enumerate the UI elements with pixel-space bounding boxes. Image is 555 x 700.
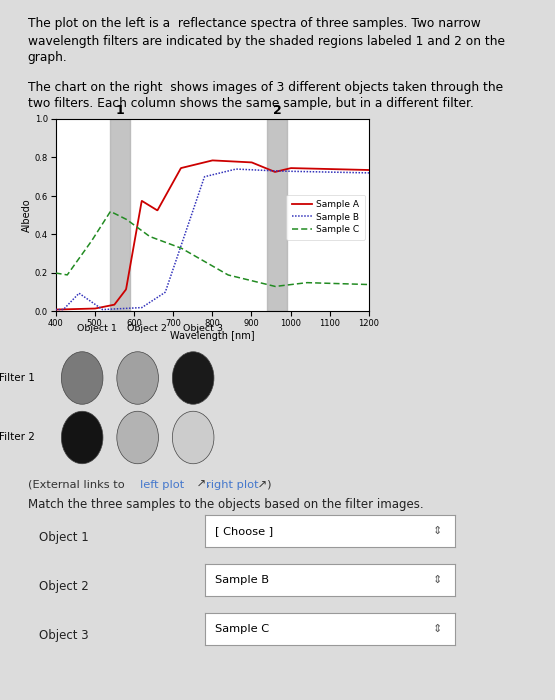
Sample A: [72, 305, 78, 314]
Sample B: [235, 165, 241, 174]
Text: Object 2: Object 2: [127, 324, 167, 333]
Sample A: [322, 164, 329, 173]
X-axis label: Wavelength [nm]: Wavelength [nm]: [170, 331, 255, 341]
Text: Object 1: Object 1: [77, 324, 117, 333]
Sample C: [366, 280, 372, 288]
Sample C: [291, 280, 297, 288]
Sample B: [72, 293, 78, 302]
Text: ⇕: ⇕: [433, 526, 442, 536]
Sample C: [107, 207, 114, 216]
Text: Object 1: Object 1: [39, 531, 89, 544]
Text: left plot: left plot: [140, 480, 184, 489]
Text: The plot on the left is a  reflectance spectra of three samples. Two narrow
wave: The plot on the left is a reflectance sp…: [28, 18, 504, 64]
Text: [ Choose ]: [ Choose ]: [215, 526, 274, 536]
Sample C: [253, 277, 259, 286]
Text: 2: 2: [273, 104, 281, 117]
Line: Sample B: Sample B: [56, 169, 369, 309]
Sample C: [52, 269, 59, 277]
Sample B: [322, 168, 329, 176]
Sample C: [271, 282, 278, 290]
Text: 1: 1: [116, 104, 124, 117]
Text: The chart on the right  shows images of 3 different objects taken through the
tw: The chart on the right shows images of 3…: [28, 80, 503, 111]
Text: Filter 2: Filter 2: [0, 433, 34, 442]
Text: Object 3: Object 3: [183, 324, 223, 333]
Sample B: [290, 167, 297, 176]
Text: Match the three samples to the objects based on the filter images.: Match the three samples to the objects b…: [28, 498, 423, 512]
Sample A: [366, 166, 372, 174]
Sample B: [52, 305, 59, 314]
Text: ↗,: ↗,: [193, 480, 214, 489]
Text: ⇕: ⇕: [433, 624, 442, 634]
Text: Sample B: Sample B: [215, 575, 269, 585]
Sample A: [52, 305, 59, 314]
Sample B: [233, 165, 239, 174]
Text: Object 3: Object 3: [39, 629, 88, 642]
Bar: [110, 119, 130, 312]
Sample A: [209, 156, 216, 164]
Sample A: [235, 158, 241, 166]
Text: (External links to: (External links to: [28, 480, 128, 489]
Sample B: [253, 166, 259, 174]
Text: Object 2: Object 2: [39, 580, 89, 593]
Line: Sample C: Sample C: [56, 211, 369, 286]
Line: Sample A: Sample A: [56, 160, 369, 309]
Bar: [267, 119, 287, 312]
Sample C: [235, 273, 241, 281]
Sample C: [243, 275, 250, 284]
Sample A: [290, 164, 297, 172]
Sample C: [323, 279, 330, 288]
Y-axis label: Albedo: Albedo: [22, 198, 32, 232]
Sample A: [243, 158, 250, 167]
Sample A: [253, 160, 259, 168]
Sample C: [72, 260, 78, 269]
Text: right plot: right plot: [206, 480, 259, 489]
Sample B: [366, 169, 372, 177]
Sample B: [243, 165, 250, 174]
Text: ↗): ↗): [254, 480, 272, 489]
Text: ⇕: ⇕: [433, 575, 442, 585]
Legend: Sample A, Sample B, Sample C: Sample A, Sample B, Sample C: [286, 195, 365, 239]
Text: Sample C: Sample C: [215, 624, 270, 634]
Text: Filter 1: Filter 1: [0, 373, 34, 383]
